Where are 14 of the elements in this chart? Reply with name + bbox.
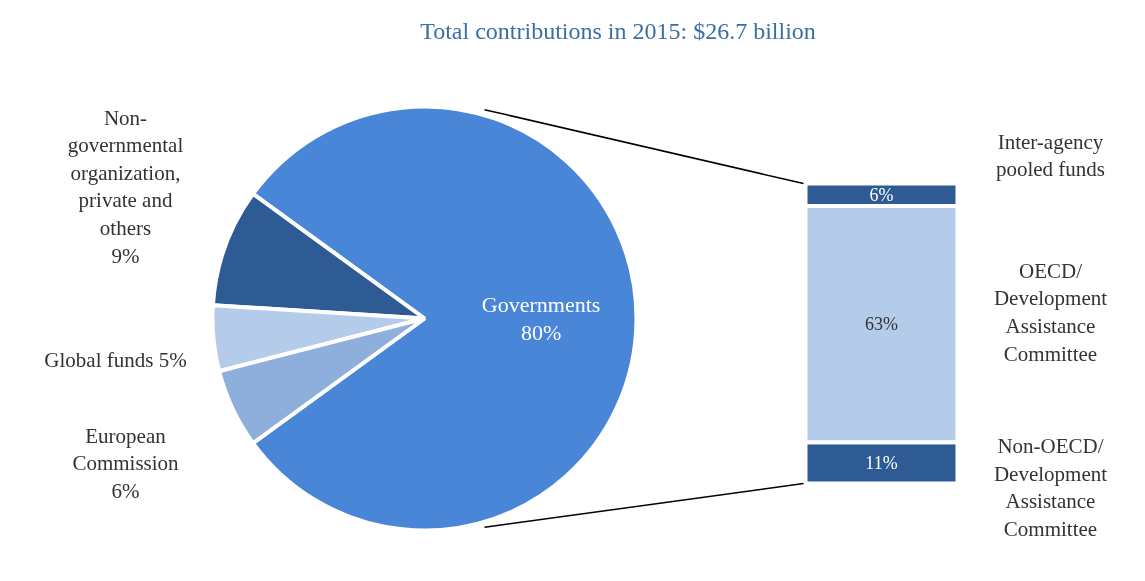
slice-label: European Commission [72,423,180,476]
series-label: Inter-agency pooled funds [995,129,1106,182]
data-label: 11% [865,452,898,473]
data-label: 9% [111,243,140,268]
series-label: Non-OECD/Development Assistance Committee [993,434,1108,542]
data-label: 80% [520,320,562,346]
slice-label: Governments [481,291,601,317]
series-label: OECD/Development Assistance Committee [993,258,1108,366]
data-label: 6% [111,479,140,504]
slice-label: Global funds 5% [44,347,187,372]
data-label: 63% [865,314,898,335]
slice-label: Non-governmental organization, private and others [67,105,184,240]
chart-title: Total contributions in 2015: $26.7 billion [420,17,816,44]
data-label: 6% [869,184,894,205]
